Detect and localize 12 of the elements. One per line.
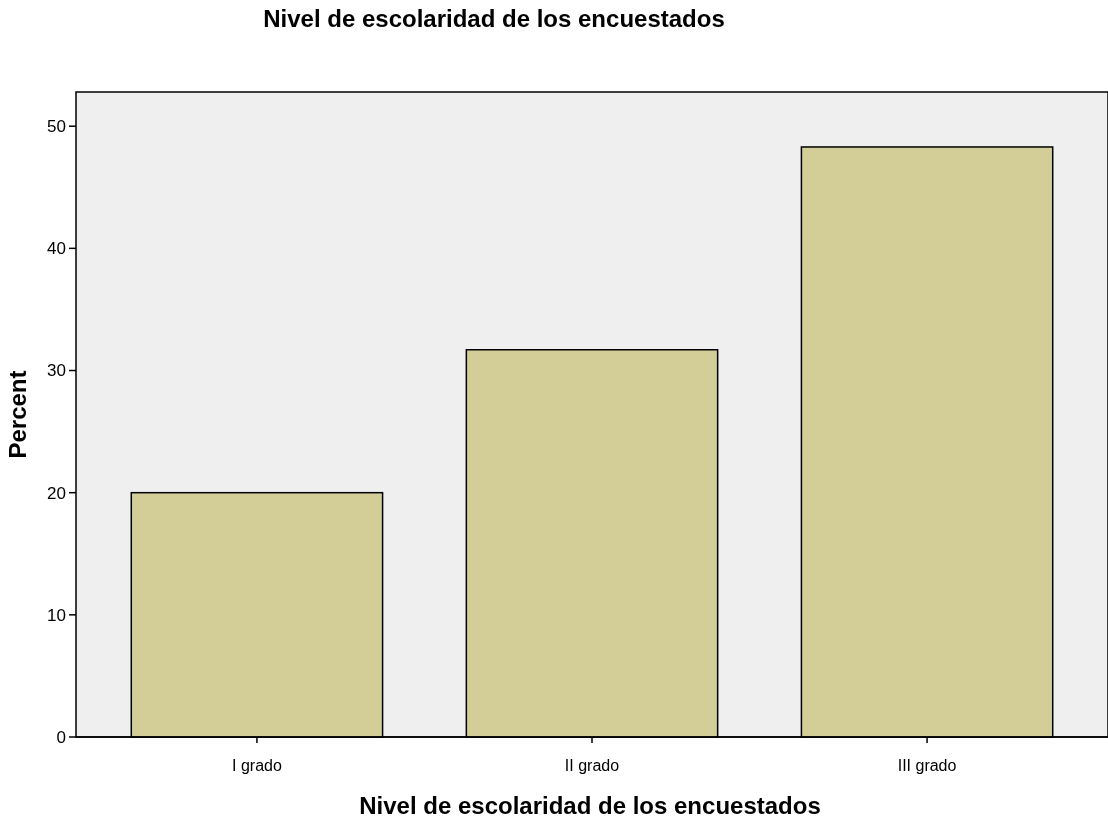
y-tick-label: 50 bbox=[47, 117, 66, 137]
y-tick-label: 30 bbox=[47, 361, 66, 381]
x-tick-label: II grado bbox=[564, 757, 620, 774]
chart-title: Nivel de escolaridad de los encuestados bbox=[263, 5, 725, 32]
y-tick-label: 0 bbox=[56, 727, 66, 747]
y-tick-label: 40 bbox=[47, 239, 66, 259]
x-tick-label: I grado bbox=[232, 757, 282, 774]
y-tick-label: 20 bbox=[47, 483, 66, 503]
x-axis-title: Nivel de escolaridad de los encuestados bbox=[359, 792, 821, 819]
y-tick-label: 10 bbox=[47, 605, 66, 625]
x-tick-label: III grado bbox=[897, 757, 957, 774]
y-axis-title: Percent bbox=[4, 370, 31, 459]
